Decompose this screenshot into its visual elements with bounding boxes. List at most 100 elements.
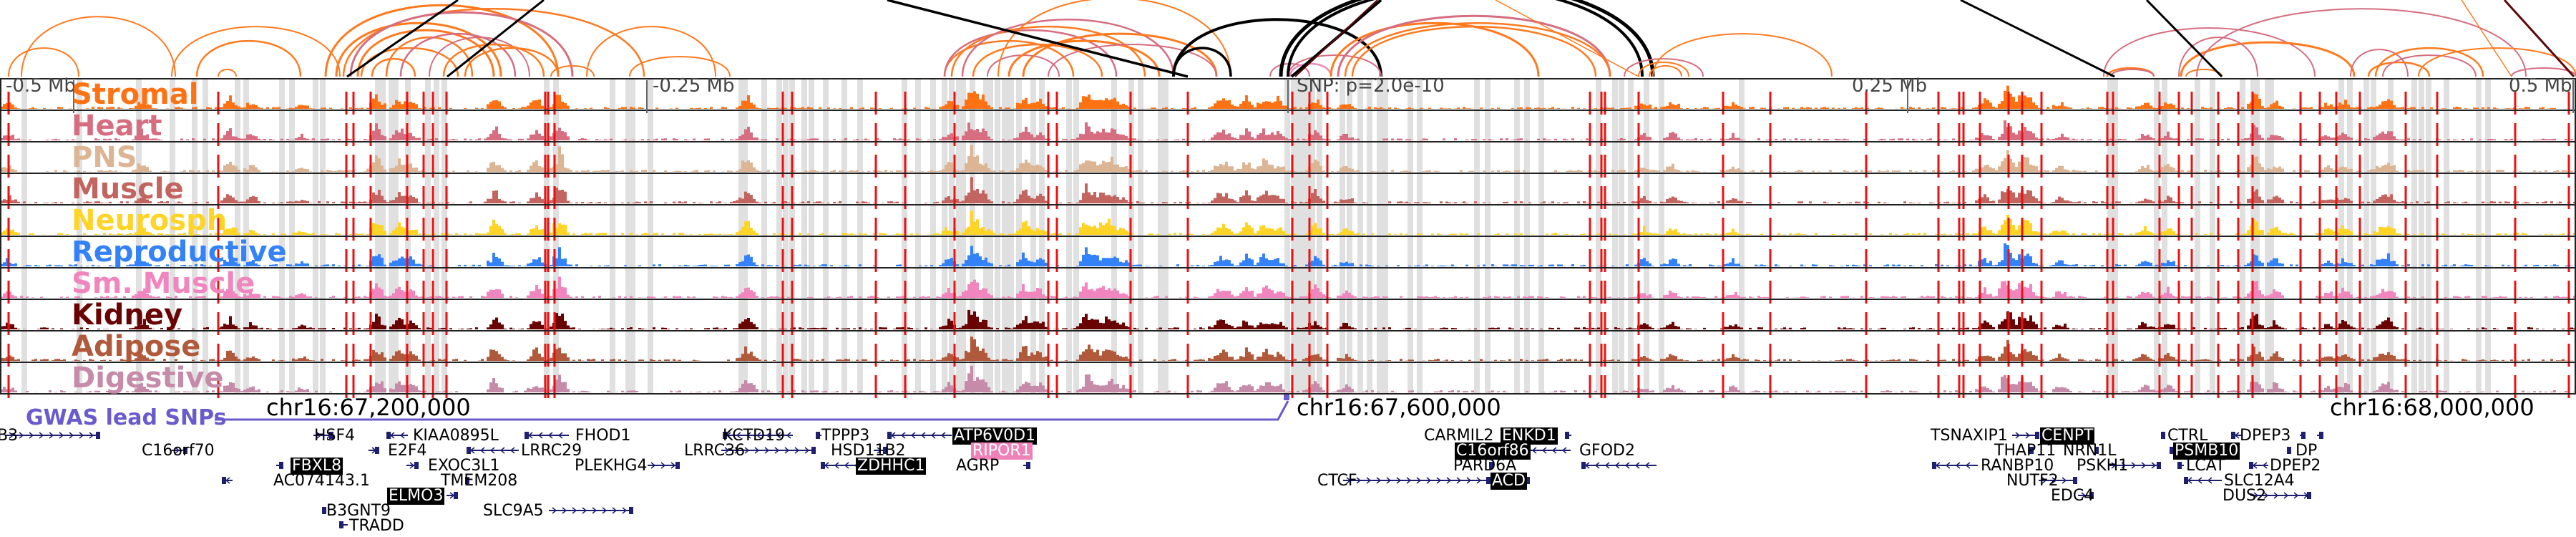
gene-label[interactable]: FBXL8 — [291, 457, 343, 475]
gene-label[interactable]: ELMO3 — [387, 487, 445, 505]
strand-chevron — [2131, 462, 2137, 469]
strand-chevron — [1466, 477, 1472, 484]
gene-label[interactable]: EXOC3L1 — [428, 457, 500, 475]
gene-label[interactable]: DPEP2 — [2270, 457, 2321, 475]
strand-chevron — [724, 447, 730, 454]
gene-label[interactable]: THAP11 — [1994, 442, 2057, 460]
gene-label[interactable]: NUTF2 — [2006, 472, 2059, 490]
interaction-arcs — [8, 0, 2576, 78]
interaction-arc — [1287, 54, 1382, 77]
exon-block — [2073, 477, 2077, 484]
interaction-arc — [342, 7, 645, 77]
gene-label[interactable]: DPEP3 — [2240, 427, 2291, 445]
gene-label[interactable]: TMEM208 — [441, 472, 518, 490]
gwas-track-label: GWAS lead SNPs — [26, 405, 227, 430]
interaction-arc — [2110, 69, 2155, 77]
gene-label[interactable]: DUS2 — [2223, 487, 2267, 505]
gene-label[interactable]: ATP6V0D1 — [952, 427, 1038, 445]
gene-label[interactable]: PARD6A — [1453, 457, 1517, 475]
strand-chevron — [59, 432, 64, 439]
signal-profile-sm-muscle — [0, 276, 2576, 298]
gene-label[interactable]: AC074143.1 — [273, 472, 370, 490]
gene-label[interactable]: CTRL — [2167, 427, 2208, 445]
exon-block — [183, 447, 187, 454]
strand-chevron — [509, 447, 515, 454]
gene-label[interactable]: CARMIL2 — [1424, 427, 1494, 445]
gene-label[interactable]: PSKH1 — [2077, 457, 2129, 475]
interaction-arc — [371, 57, 416, 77]
long-range-arc — [1294, 0, 1378, 77]
gene-label[interactable]: NRN1L — [2063, 442, 2117, 460]
gene-label[interactable]: DP — [2296, 442, 2318, 460]
axis-label-minus-0.5: -0.5 Mb — [6, 75, 76, 97]
gene-label[interactable]: ENKD1 — [1501, 427, 1558, 445]
interaction-arc — [335, 21, 502, 77]
strand-chevron — [592, 507, 597, 514]
exon-block — [816, 432, 820, 439]
interaction-arc — [629, 56, 731, 77]
interaction-arc — [1287, 0, 1644, 77]
exon-block — [2089, 492, 2094, 499]
gene-label[interactable]: TRADD — [349, 517, 404, 535]
gene-label[interactable]: CTCF — [1317, 472, 1357, 490]
strand-chevron — [1594, 462, 1600, 469]
gene-label[interactable]: SLC12A4 — [2224, 472, 2295, 490]
strand-chevron — [1426, 477, 1432, 484]
interaction-arc — [2103, 27, 2316, 77]
gene-label[interactable]: C16orf70 — [142, 442, 215, 460]
interaction-arc — [349, 11, 574, 77]
interaction-arc — [950, 25, 1146, 77]
gene-label[interactable]: LRRC29 — [521, 442, 582, 460]
gene-label[interactable]: ZDHHC1 — [856, 457, 927, 475]
strand-chevron — [1346, 477, 1352, 484]
interaction-arc — [1652, 33, 1833, 77]
gene-label[interactable]: LRRC36 — [684, 442, 746, 460]
interaction-arc — [1330, 21, 1540, 77]
gene-label[interactable]: ACD — [1491, 472, 1527, 490]
strand-chevron — [1644, 462, 1650, 469]
gene-label[interactable]: LCAT — [2186, 457, 2225, 475]
gene-label[interactable]: CENPT — [2040, 427, 2095, 445]
signal-profile-stromal — [0, 85, 2576, 109]
gene-label[interactable]: B3 — [0, 427, 19, 445]
strand-chevron — [1634, 462, 1640, 469]
interaction-arc — [1337, 14, 1611, 77]
gene-label[interactable]: HSF4 — [314, 427, 356, 445]
gene-label[interactable]: PSMB10 — [2173, 442, 2240, 460]
strand-chevron — [582, 507, 587, 514]
gene-label[interactable]: B3GNT9 — [326, 502, 391, 520]
gene-label[interactable]: TSNAXIP1 — [1931, 427, 2008, 445]
track-label-pns: PNS — [72, 141, 137, 174]
interaction-arc — [1022, 32, 1218, 77]
interaction-arc — [997, 0, 1231, 77]
gene-label[interactable]: RANBP10 — [1981, 457, 2054, 475]
gene-label[interactable]: FHOD1 — [575, 427, 631, 445]
gene-label[interactable]: PLEKHG4 — [575, 457, 648, 475]
interaction-arc — [1289, 62, 1332, 77]
strand-chevron — [572, 507, 577, 514]
gene-label[interactable]: SLC9A5 — [483, 502, 544, 520]
gene-label[interactable]: RIPOR1 — [971, 442, 1033, 460]
strand-chevron — [746, 432, 751, 439]
gene-label[interactable]: EDC4 — [2051, 487, 2094, 505]
exon-block — [2307, 492, 2311, 499]
gene-label[interactable]: C16orf86 — [1455, 442, 1531, 460]
gene-label[interactable]: AGRP — [956, 457, 1000, 475]
interaction-arc — [218, 69, 237, 77]
strand-chevron — [316, 432, 322, 439]
gene-label[interactable]: E2F4 — [388, 442, 427, 460]
strand-chevron — [794, 447, 800, 454]
long-range-arc — [346, 0, 459, 78]
strand-chevron — [804, 447, 810, 454]
gene-label[interactable]: KIAA0895L — [413, 427, 499, 445]
long-range-arc — [1960, 0, 2115, 78]
interaction-arc — [2418, 47, 2576, 77]
gene-label[interactable]: GFOD2 — [1579, 442, 1635, 460]
strand-chevron — [744, 447, 750, 454]
gene-label[interactable]: KCTD19 — [723, 427, 785, 445]
gene-label[interactable]: HSD11B2 — [831, 442, 906, 460]
exon-block — [386, 432, 391, 439]
strand-chevron — [2207, 477, 2212, 484]
gene-label[interactable]: TPPP3 — [821, 427, 870, 445]
exon-block — [883, 447, 887, 454]
